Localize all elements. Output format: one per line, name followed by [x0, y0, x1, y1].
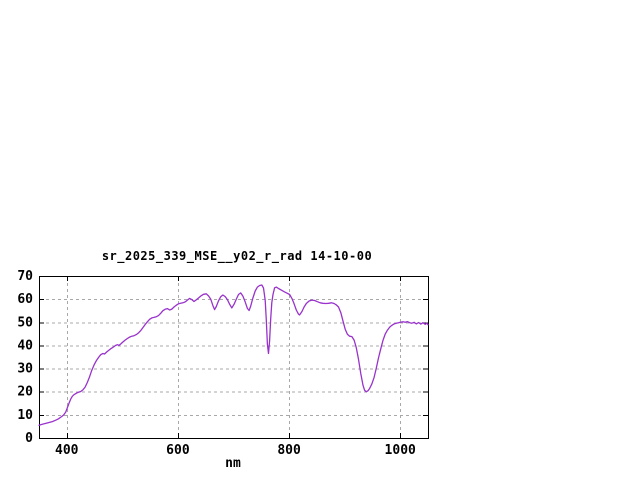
spectral-curve [38, 284, 429, 426]
x-tick-label: 600 [166, 443, 190, 458]
y-tick-label: 70 [17, 269, 33, 284]
y-tick-label: 40 [17, 338, 33, 353]
y-tick-label: 50 [17, 315, 33, 330]
x-axis-label: nm [225, 456, 241, 471]
chart-title: sr_2025_339_MSE__y02_r_rad 14-10-00 [101, 249, 373, 263]
plot-border [39, 276, 429, 439]
x-tick-label: 400 [55, 443, 79, 458]
x-tick-label: 800 [277, 443, 301, 458]
y-tick-label: 10 [17, 408, 33, 423]
y-tick-label: 20 [17, 385, 33, 400]
x-tick-label: 1000 [385, 443, 416, 458]
y-tick-label: 30 [17, 362, 33, 377]
y-tick-label: 60 [17, 292, 33, 307]
y-tick-label: 0 [25, 431, 33, 446]
